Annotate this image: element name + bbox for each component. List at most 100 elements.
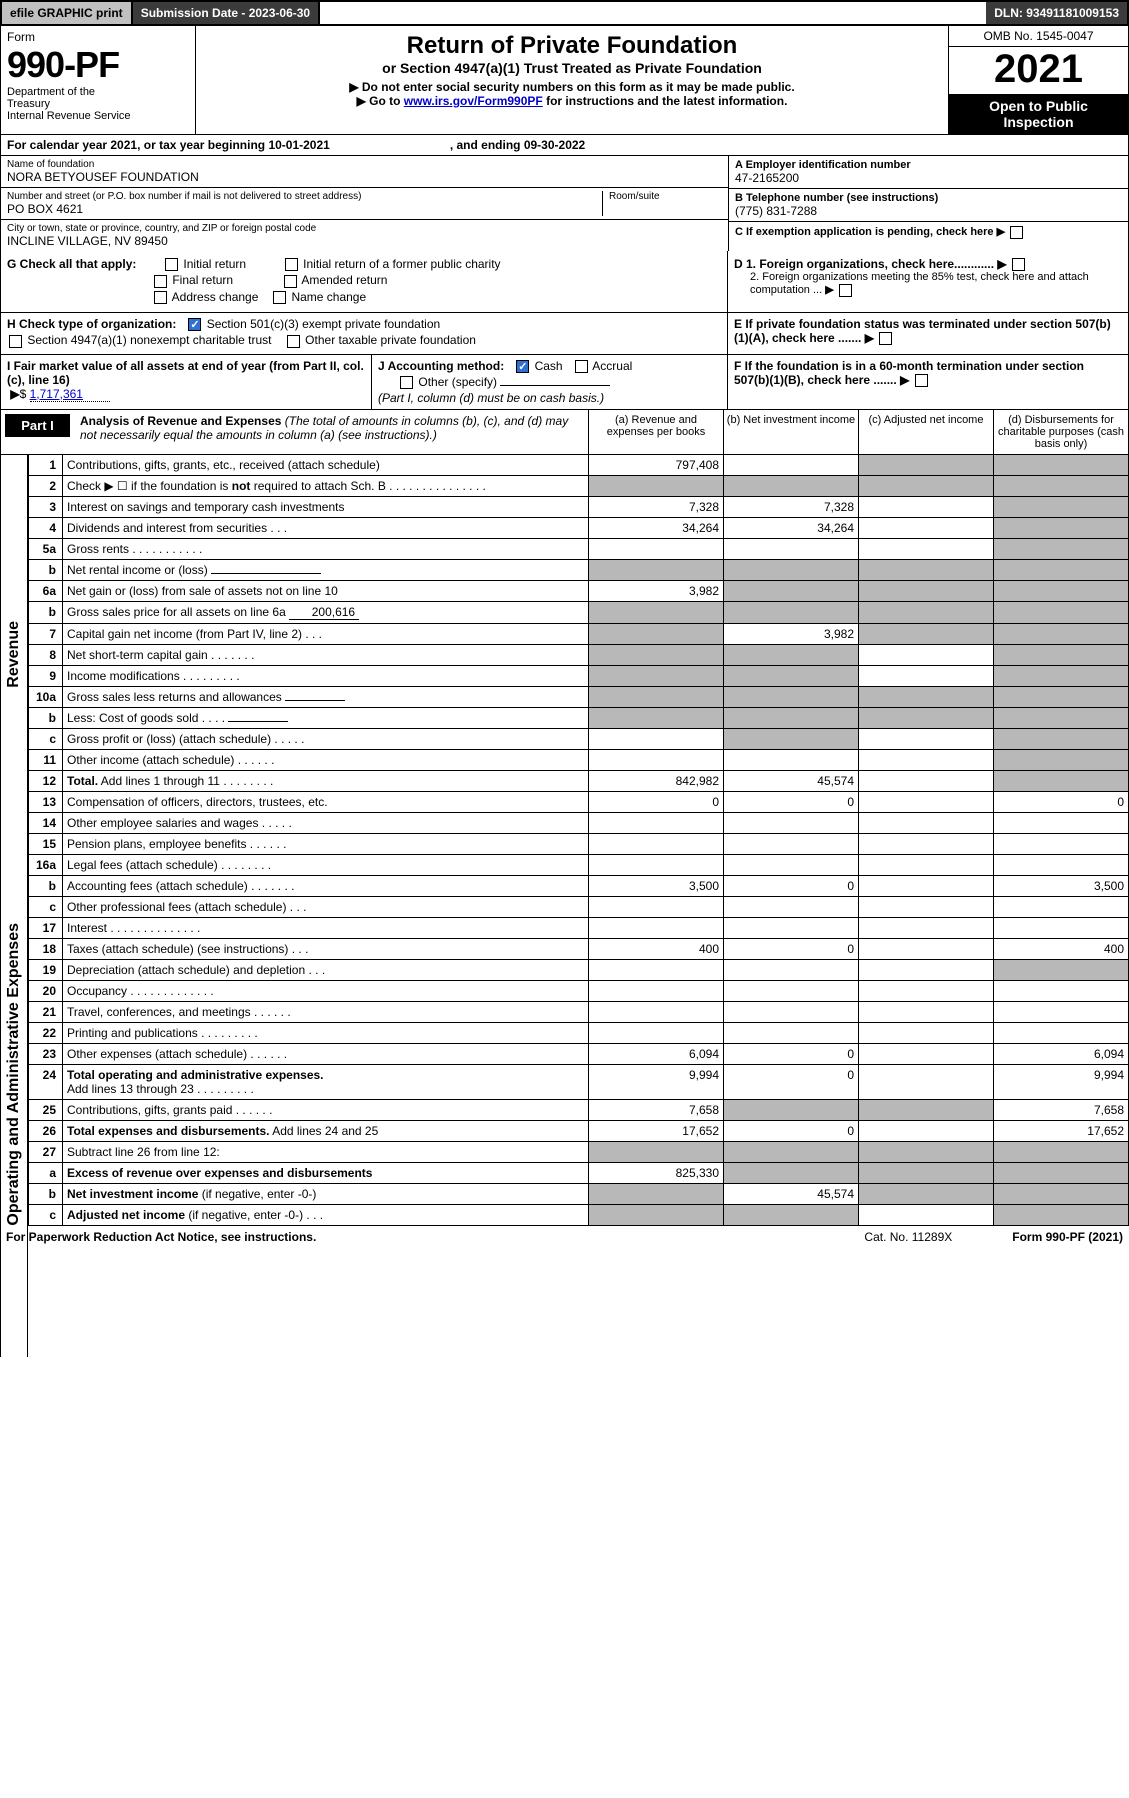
table-row: bNet rental income or (loss) xyxy=(29,560,1129,581)
g-label: G Check all that apply: xyxy=(7,257,136,271)
open-inspection: Open to Public Inspection xyxy=(949,94,1128,134)
telephone: (775) 831-7288 xyxy=(735,204,1122,218)
col-a-header: (a) Revenue and expenses per books xyxy=(588,410,723,454)
f-label: F If the foundation is in a 60-month ter… xyxy=(734,359,1084,387)
table-row: bNet investment income (if negative, ent… xyxy=(29,1184,1129,1205)
section-g-d: G Check all that apply: Initial return I… xyxy=(0,251,1129,313)
final-return-checkbox[interactable] xyxy=(154,275,167,288)
form-title: Return of Private Foundation xyxy=(206,32,938,60)
j-note: (Part I, column (d) must be on cash basi… xyxy=(378,391,721,405)
table-row: 25Contributions, gifts, grants paid . . … xyxy=(29,1100,1129,1121)
foreign-org-checkbox[interactable] xyxy=(1012,258,1025,271)
501c3-checkbox[interactable] xyxy=(188,318,201,331)
col-b-header: (b) Net investment income xyxy=(723,410,858,454)
expenses-side-label: Operating and Administrative Expenses xyxy=(5,923,23,1226)
table-row: 15Pension plans, employee benefits . . .… xyxy=(29,834,1129,855)
table-row: 24Total operating and administrative exp… xyxy=(29,1065,1129,1100)
ein-label: A Employer identification number xyxy=(735,159,1122,171)
ein: 47-2165200 xyxy=(735,171,1122,185)
table-row: 18Taxes (attach schedule) (see instructi… xyxy=(29,939,1129,960)
part1-title: Analysis of Revenue and Expenses xyxy=(80,414,281,428)
table-row: 22Printing and publications . . . . . . … xyxy=(29,1023,1129,1044)
i-label: I Fair market value of all assets at end… xyxy=(7,359,364,387)
cash-checkbox[interactable] xyxy=(516,360,529,373)
section-i-j-f: I Fair market value of all assets at end… xyxy=(0,355,1129,411)
name-change-checkbox[interactable] xyxy=(273,291,286,304)
fmv-link[interactable]: 1,717,361 xyxy=(30,387,110,402)
table-row: 13Compensation of officers, directors, t… xyxy=(29,792,1129,813)
amended-return-checkbox[interactable] xyxy=(284,275,297,288)
bullet-goto: ▶ Go to www.irs.gov/Form990PF for instru… xyxy=(206,94,938,108)
city-state-zip: INCLINE VILLAGE, NV 89450 xyxy=(7,234,722,248)
d1-label: D 1. Foreign organizations, check here..… xyxy=(734,257,994,271)
e-label: E If private foundation status was termi… xyxy=(734,317,1111,345)
part1-header: Part I Analysis of Revenue and Expenses … xyxy=(0,410,1129,455)
form-word: Form xyxy=(7,30,189,44)
tax-year: 2021 xyxy=(949,47,1128,94)
table-row: cGross profit or (loss) (attach schedule… xyxy=(29,729,1129,750)
table-row: 17Interest . . . . . . . . . . . . . . xyxy=(29,918,1129,939)
calendar-year-row: For calendar year 2021, or tax year begi… xyxy=(0,135,1129,156)
table-row: 1Contributions, gifts, grants, etc., rec… xyxy=(29,455,1129,476)
expense-table: 13Compensation of officers, directors, t… xyxy=(28,792,1129,1226)
submission-date: Submission Date - 2023-06-30 xyxy=(133,2,320,24)
table-row: 7Capital gain net income (from Part IV, … xyxy=(29,624,1129,645)
department: Department of theTreasuryInternal Revenu… xyxy=(7,86,189,122)
terminated-507b1a-checkbox[interactable] xyxy=(879,332,892,345)
foreign-85-checkbox[interactable] xyxy=(839,284,852,297)
top-bar: efile GRAPHIC print Submission Date - 20… xyxy=(0,0,1129,26)
initial-former-checkbox[interactable] xyxy=(285,258,298,271)
table-row: 26Total expenses and disbursements. Add … xyxy=(29,1121,1129,1142)
table-row: 27Subtract line 26 from line 12: xyxy=(29,1142,1129,1163)
form-header: Form 990-PF Department of theTreasuryInt… xyxy=(0,26,1129,135)
efile-print-label[interactable]: efile GRAPHIC print xyxy=(2,2,133,24)
table-row: 2Check ▶ ☐ if the foundation is not requ… xyxy=(29,476,1129,497)
h-label: H Check type of organization: xyxy=(7,317,176,331)
form-subtitle: or Section 4947(a)(1) Trust Treated as P… xyxy=(206,60,938,76)
paperwork-notice: For Paperwork Reduction Act Notice, see … xyxy=(6,1230,316,1244)
cat-number: Cat. No. 11289X xyxy=(864,1230,952,1244)
section-h-e: H Check type of organization: Section 50… xyxy=(0,313,1129,355)
street-address: PO BOX 4621 xyxy=(7,202,602,216)
page-footer: For Paperwork Reduction Act Notice, see … xyxy=(0,1226,1129,1248)
table-row: 5aGross rents . . . . . . . . . . . xyxy=(29,539,1129,560)
omb-number: OMB No. 1545-0047 xyxy=(949,26,1128,47)
other-taxable-checkbox[interactable] xyxy=(287,335,300,348)
part1-label: Part I xyxy=(5,414,70,437)
table-row: bLess: Cost of goods sold . . . . xyxy=(29,708,1129,729)
table-row: 14Other employee salaries and wages . . … xyxy=(29,813,1129,834)
dln: DLN: 93491181009153 xyxy=(986,2,1127,24)
city-label: City or town, state or province, country… xyxy=(7,223,722,234)
bullet-ssn: ▶ Do not enter social security numbers o… xyxy=(206,80,938,94)
room-label: Room/suite xyxy=(609,191,722,202)
table-row: 11Other income (attach schedule) . . . .… xyxy=(29,750,1129,771)
table-row: 6aNet gain or (loss) from sale of assets… xyxy=(29,581,1129,602)
exemption-pending-checkbox[interactable] xyxy=(1010,226,1023,239)
table-row: 4Dividends and interest from securities … xyxy=(29,518,1129,539)
revenue-side-label: Revenue xyxy=(5,621,23,688)
j-label: J Accounting method: xyxy=(378,359,504,373)
table-row: bAccounting fees (attach schedule) . . .… xyxy=(29,876,1129,897)
table-row: 21Travel, conferences, and meetings . . … xyxy=(29,1002,1129,1023)
table-row: cOther professional fees (attach schedul… xyxy=(29,897,1129,918)
table-row: 3Interest on savings and temporary cash … xyxy=(29,497,1129,518)
irs-link[interactable]: www.irs.gov/Form990PF xyxy=(404,94,543,108)
table-row: 10aGross sales less returns and allowanc… xyxy=(29,687,1129,708)
table-row: 9Income modifications . . . . . . . . . xyxy=(29,666,1129,687)
table-row: 16aLegal fees (attach schedule) . . . . … xyxy=(29,855,1129,876)
accrual-checkbox[interactable] xyxy=(575,360,588,373)
termination-507b1b-checkbox[interactable] xyxy=(915,374,928,387)
revenue-table: 1Contributions, gifts, grants, etc., rec… xyxy=(28,455,1129,792)
table-row: cAdjusted net income (if negative, enter… xyxy=(29,1205,1129,1226)
exemption-pending-label: C If exemption application is pending, c… xyxy=(735,226,994,238)
table-row: 12Total. Add lines 1 through 11 . . . . … xyxy=(29,771,1129,792)
table-row: 20Occupancy . . . . . . . . . . . . . xyxy=(29,981,1129,1002)
other-method-checkbox[interactable] xyxy=(400,376,413,389)
address-change-checkbox[interactable] xyxy=(154,291,167,304)
initial-return-checkbox[interactable] xyxy=(165,258,178,271)
4947-checkbox[interactable] xyxy=(9,335,22,348)
foundation-name-label: Name of foundation xyxy=(7,159,722,170)
telephone-label: B Telephone number (see instructions) xyxy=(735,192,1122,204)
form-number: 990-PF xyxy=(7,44,189,86)
table-row: aExcess of revenue over expenses and dis… xyxy=(29,1163,1129,1184)
